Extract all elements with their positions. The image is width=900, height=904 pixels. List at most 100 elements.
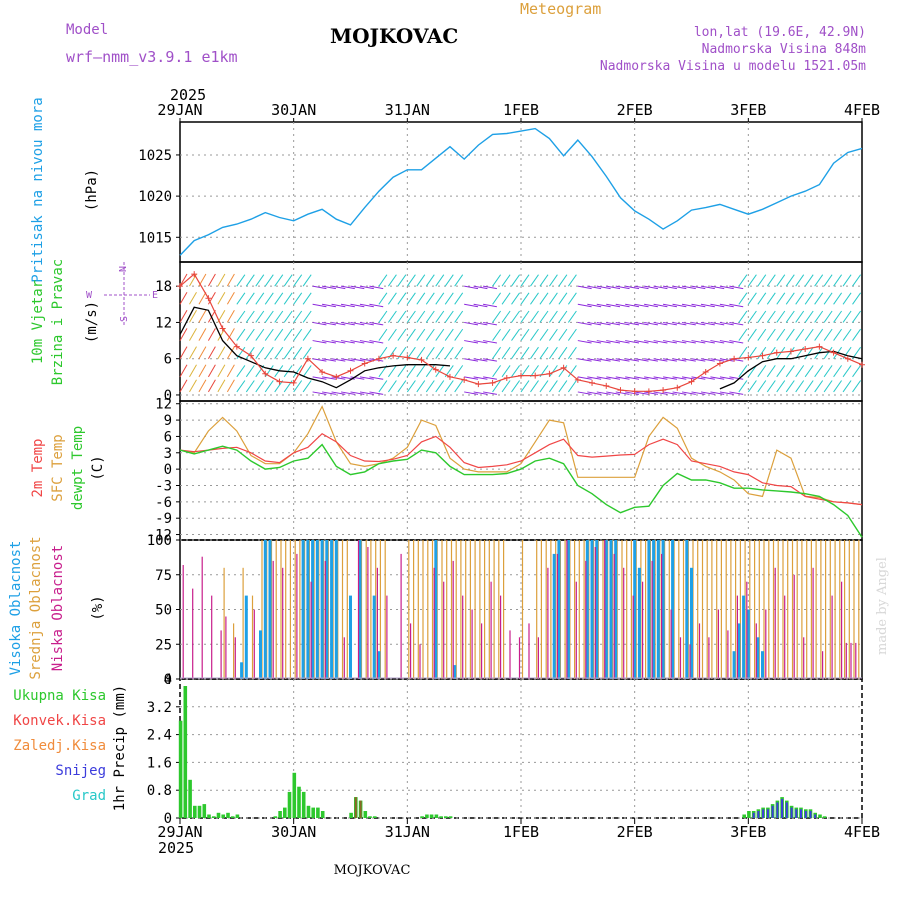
wind-barb <box>350 358 365 362</box>
wind-barb <box>198 328 207 341</box>
cloud-bar <box>182 565 184 679</box>
footer-station: MOJKOVAC <box>334 863 411 878</box>
temp2m-line <box>179 432 863 506</box>
wind-barb <box>483 321 497 326</box>
wind-barb <box>454 365 464 378</box>
cloud-bar <box>537 637 539 679</box>
cloud-bar <box>433 567 435 679</box>
wind-gust-marker <box>461 376 468 383</box>
pressure-line <box>179 127 863 256</box>
wind-barb <box>691 321 706 326</box>
wind-barb <box>662 321 677 326</box>
wind-barb <box>217 364 226 378</box>
wind-barb <box>823 310 833 323</box>
wind-barb <box>454 346 464 359</box>
precip-conv-label: Konvek.Kisa <box>13 713 106 729</box>
wind-ytick-label: 12 <box>155 315 172 331</box>
precip-bar <box>800 809 802 818</box>
wind-barb <box>757 380 767 393</box>
cloud-bar <box>460 540 462 679</box>
wind-barb <box>245 328 255 341</box>
wind-barb <box>795 310 805 323</box>
x-label-top: 4FEB <box>844 101 880 119</box>
wind-barb <box>464 340 479 344</box>
wind-barb <box>520 380 530 393</box>
wind-gust-marker <box>489 379 496 386</box>
cloud-bar <box>564 540 566 679</box>
wind-barb <box>406 346 416 359</box>
wind-barb <box>719 285 734 290</box>
wind-barb <box>757 274 767 287</box>
precip-bar <box>207 814 211 818</box>
wind-gust-marker <box>319 368 326 375</box>
wind-barb <box>842 310 852 323</box>
pressure-ytick-label: 1020 <box>138 189 172 205</box>
cloud-bar <box>621 540 623 679</box>
wind-barb <box>473 285 488 290</box>
precip-bar <box>183 686 188 818</box>
wind-barb <box>795 292 805 305</box>
wind-barb <box>672 303 687 308</box>
cloud-bar <box>711 540 713 679</box>
x-label-bottom: 31JAN <box>385 823 430 841</box>
wind-barb <box>558 328 568 341</box>
wind-barb <box>681 391 696 395</box>
pressure-label: Pritisak na nivou mora <box>30 97 46 282</box>
wind-ytick-label: 18 <box>155 279 172 295</box>
precip-bar <box>434 814 439 818</box>
wind-barb <box>615 358 630 362</box>
wind-barb <box>757 328 767 341</box>
cloud-bar <box>690 567 693 679</box>
wind-barb <box>207 328 216 341</box>
precip-bar <box>226 812 230 818</box>
wind-barb <box>530 365 539 378</box>
wind-barb <box>274 292 284 305</box>
cloud-bar <box>376 567 378 679</box>
wind-barb <box>406 274 416 287</box>
precip-bar <box>804 811 807 818</box>
wind-barb <box>435 346 445 359</box>
wind-barb <box>236 380 246 393</box>
wind-barb <box>785 328 795 341</box>
precip-bar <box>363 811 368 818</box>
temp-unit: (C) <box>90 455 106 480</box>
wind-barb <box>558 310 568 323</box>
wind-barb <box>738 328 748 341</box>
cloud-bar <box>498 540 500 679</box>
wind-barb <box>852 328 862 341</box>
wind-barb <box>672 285 687 290</box>
wind-gust-marker <box>347 367 354 374</box>
wind-barb <box>245 274 255 287</box>
wind-barb <box>520 328 530 341</box>
cloud-bar <box>720 540 722 679</box>
wind-barb <box>331 285 346 290</box>
cloud-bar <box>749 540 751 679</box>
wind-barb <box>264 310 274 323</box>
wind-barb <box>425 292 435 305</box>
temperature-ytick-label: -6 <box>155 495 172 511</box>
wind-barb <box>483 340 497 344</box>
wind-barb <box>274 328 284 341</box>
wind-barb <box>738 365 748 378</box>
wind-barb <box>473 340 488 344</box>
wind-gust-marker <box>660 387 667 394</box>
wind-gust-marker <box>773 349 780 356</box>
cloud-bar <box>812 567 814 679</box>
cloud-bar <box>413 540 415 679</box>
cloud-bar <box>736 595 738 679</box>
cloud-bar <box>453 665 457 679</box>
cloud-bar <box>782 540 784 679</box>
cloud-bar <box>431 540 434 679</box>
wind-barb <box>454 274 464 287</box>
wind-barb <box>435 274 445 287</box>
wind-barb <box>236 328 246 341</box>
cloud-bar <box>479 540 481 679</box>
wind-gust-marker <box>333 373 340 380</box>
cloud-bar <box>419 644 421 680</box>
wind-barb <box>416 346 426 359</box>
wind-barb <box>710 358 725 362</box>
precip-bar <box>752 812 755 818</box>
wind-barb <box>387 310 397 323</box>
wind-barb <box>283 292 293 305</box>
wind-barb <box>785 274 795 287</box>
